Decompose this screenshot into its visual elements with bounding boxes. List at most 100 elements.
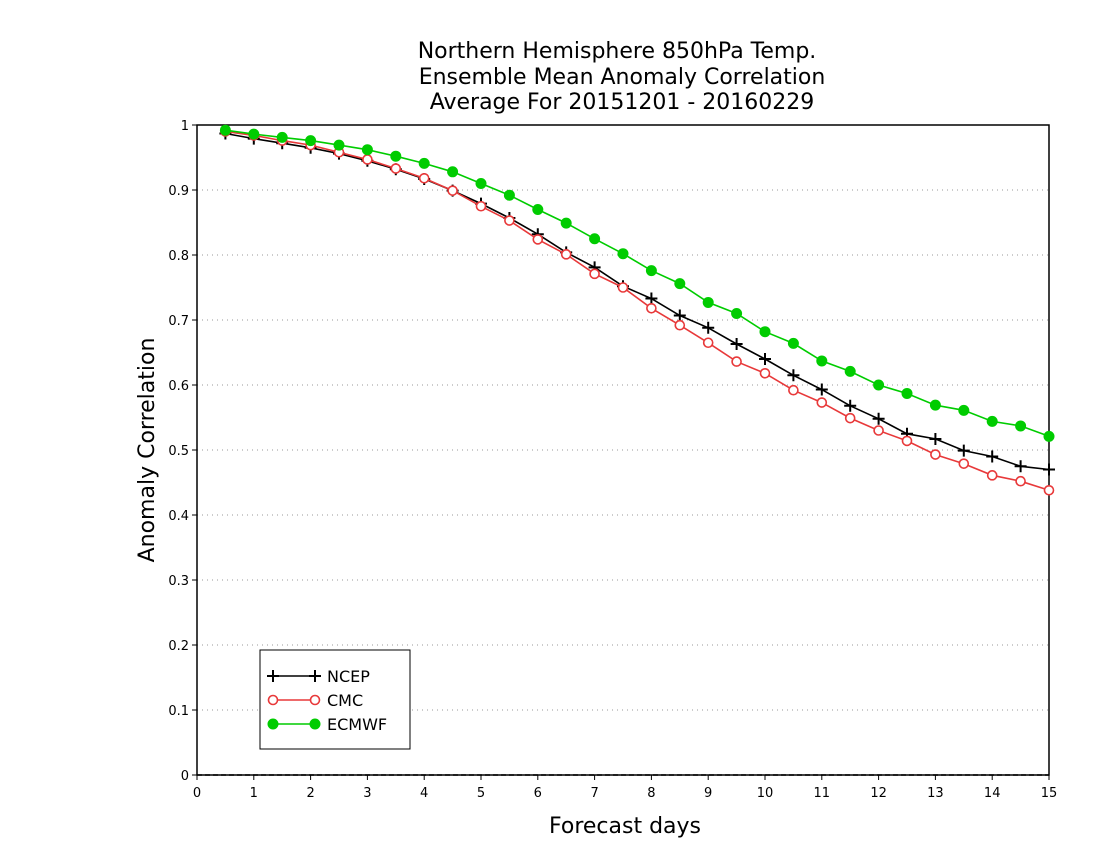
y-tick-label: 0.2 [168,639,189,654]
legend-item-ecmwf: ECMWF [267,715,387,734]
legend-marker-cmc [309,694,321,706]
legend-marker-ncep [309,670,321,682]
legend-label-cmc: CMC [327,691,363,710]
data-point-ecmwf [390,150,402,162]
data-point-ecmwf [1015,420,1027,432]
data-point-ecmwf [248,128,260,140]
series-cmc [220,126,1055,496]
title-line-1: Northern Hemisphere 850hPa Temp. [418,39,817,64]
legend-item-ncep: NCEP [267,667,370,686]
data-point-ecmwf [674,278,686,290]
data-point-cmc [617,282,629,293]
x-tick-label: 7 [590,786,598,801]
y-tick-label: 0 [181,769,189,784]
data-point-ncep [929,432,942,445]
x-axis-label: Forecast days [549,814,701,839]
data-point-cmc [532,234,544,245]
data-point-ncep [844,399,857,412]
data-point-cmc [504,215,515,226]
data-point-ecmwf [645,265,657,277]
data-point-ecmwf [589,233,601,245]
title-line-3: Average For 20151201 - 20160229 [430,90,815,115]
data-point-ecmwf [361,144,373,156]
data-point-ecmwf [503,189,515,201]
data-point-ncep [759,353,771,365]
y-tick-label: 0.6 [168,379,189,394]
x-tick-label: 10 [757,786,774,801]
x-tick-label: 0 [193,786,201,801]
y-tick-label: 1 [181,119,189,134]
data-point-ecmwf [787,337,799,349]
chart-title: Northern Hemisphere 850hPa Temp. Ensembl… [418,39,826,115]
data-point-ncep [815,383,828,396]
data-point-ncep [957,444,970,457]
y-tick-label: 0.4 [168,509,189,524]
data-point-ecmwf [1043,430,1055,442]
y-axis: 0 0.1 0.2 0.3 0.4 0.5 0.6 0.7 0.8 0.9 1 [168,119,197,784]
data-point-ecmwf [532,204,544,215]
legend-label-ncep: NCEP [327,667,370,686]
data-point-cmc [447,185,458,196]
data-point-ecmwf [305,135,317,147]
data-point-cmc [986,470,998,481]
x-tick-label: 2 [306,786,314,801]
data-point-ecmwf [986,415,998,427]
data-point-cmc [958,458,970,469]
data-point-cmc [390,163,402,174]
data-point-ecmwf [475,178,487,189]
data-point-ecmwf [702,296,714,308]
data-point-cmc [560,249,572,260]
x-tick-label: 3 [363,786,371,801]
data-point-ecmwf [447,166,459,178]
data-point-cmc [930,449,941,460]
x-axis: 0 1 2 3 4 5 6 7 8 9 10 11 12 13 14 15 [193,775,1057,801]
legend: NCEP CMC ECMWF [259,649,411,750]
series-ncep [219,127,1055,476]
data-point-ecmwf [929,399,941,411]
legend-marker-cmc [267,694,279,706]
data-point-ecmwf [759,326,771,338]
series-line-ecmwf [225,129,1050,438]
y-axis-label: Anomaly Correlation [135,338,160,563]
x-tick-label: 11 [814,786,831,801]
data-point-ncep [872,412,885,425]
data-point-ncep [787,369,800,382]
x-tick-label: 14 [984,786,1001,801]
data-point-ecmwf [617,248,629,260]
x-tick-label: 13 [927,786,944,801]
x-tick-label: 12 [870,786,887,801]
data-point-cmc [1015,475,1026,487]
x-tick-label: 1 [250,786,258,801]
data-point-cmc [731,356,742,367]
legend-label-ecmwf: ECMWF [327,715,387,734]
data-point-ncep [1043,463,1055,476]
title-line-2: Ensemble Mean Anomaly Correlation [419,65,826,90]
series-line-ncep [225,132,1050,471]
data-point-ncep [645,292,658,305]
data-point-cmc [646,302,657,314]
y-tick-label: 0.7 [168,314,189,329]
data-point-ecmwf [958,404,970,416]
x-tick-label: 4 [420,786,428,801]
data-point-ncep [702,321,715,334]
data-point-ecmwf [418,157,430,169]
data-point-ecmwf [219,124,231,136]
data-point-ecmwf [816,355,828,367]
legend-item-cmc: CMC [267,691,363,710]
data-point-cmc [1043,484,1055,496]
data-point-ecmwf [901,387,913,399]
y-tick-label: 0.3 [168,574,189,589]
series-lines [219,124,1055,496]
data-point-ncep [986,450,999,463]
data-point-cmc [475,200,487,212]
x-tick-label: 9 [704,786,712,801]
data-point-cmc [702,337,714,349]
data-point-cmc [759,367,771,379]
data-point-cmc [844,412,856,424]
data-point-cmc [901,435,913,447]
data-point-ecmwf [560,217,572,229]
data-point-cmc [788,384,799,396]
legend-marker-ncep [267,670,279,682]
grid-lines [197,189,1049,711]
y-tick-label: 0.9 [168,184,189,199]
